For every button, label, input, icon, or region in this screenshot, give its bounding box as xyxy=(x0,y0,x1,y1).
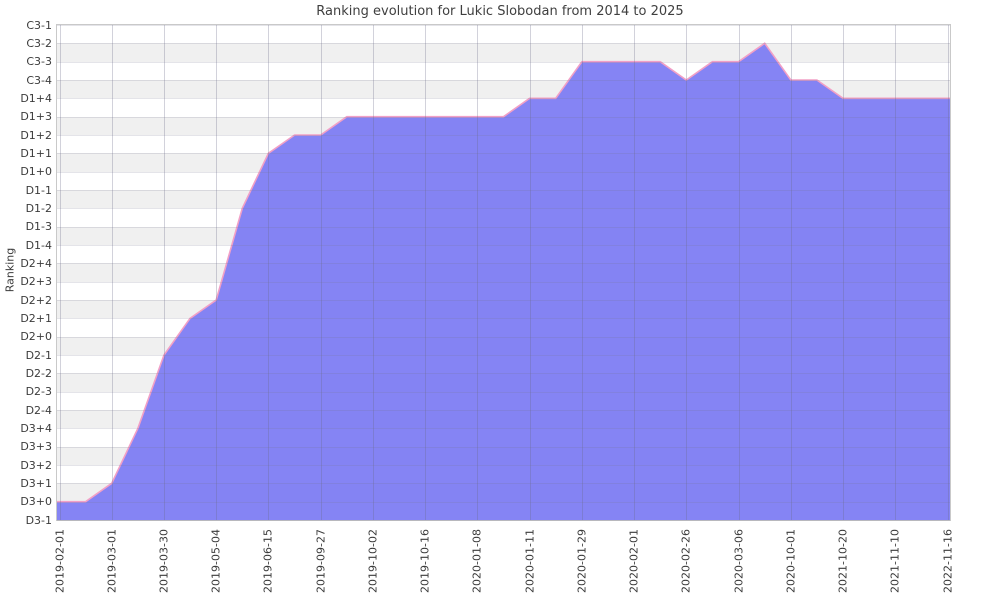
h-gridline xyxy=(57,391,950,393)
y-tick-label: D1-1 xyxy=(25,183,52,197)
h-gridline xyxy=(57,116,950,118)
v-gridline xyxy=(529,25,531,520)
h-gridline xyxy=(57,446,950,448)
y-tick-label: D1+0 xyxy=(20,165,52,179)
y-tick-label: D3-1 xyxy=(25,513,52,527)
x-tick-label: 2019-06-15 xyxy=(261,529,275,593)
x-tick-label: 2020-01-08 xyxy=(470,529,484,593)
y-tick-label: C3-3 xyxy=(26,55,52,69)
h-gridline xyxy=(57,318,950,320)
h-gridline xyxy=(57,171,950,173)
h-gridline xyxy=(57,373,950,375)
v-gridline xyxy=(581,25,583,520)
v-gridline xyxy=(686,25,688,520)
h-gridline xyxy=(57,336,950,338)
y-tick-label: D1+4 xyxy=(20,91,52,105)
y-tick-label: D2+0 xyxy=(20,330,52,344)
y-tick-label: D3+1 xyxy=(20,476,52,490)
h-gridline xyxy=(57,410,950,411)
y-tick-label: C3-1 xyxy=(26,18,52,32)
y-tick-label: D2-2 xyxy=(25,366,52,380)
y-tick-label: D2-4 xyxy=(25,403,52,417)
area-fill xyxy=(57,43,950,520)
plot-area xyxy=(56,24,951,521)
y-tick-label: D3+3 xyxy=(20,440,52,454)
x-tick-label: 2020-02-26 xyxy=(679,529,693,593)
h-gridline xyxy=(57,428,950,430)
x-tick-label: 2022-11-16 xyxy=(941,529,954,593)
h-gridline xyxy=(57,80,950,81)
h-gridline xyxy=(57,25,950,26)
x-tick-label: 2019-10-16 xyxy=(418,529,432,593)
y-tick-label: D2+2 xyxy=(20,293,52,307)
x-tick-label: 2020-10-01 xyxy=(784,529,798,593)
v-gridline xyxy=(790,25,792,520)
v-gridline xyxy=(372,25,374,520)
h-gridline xyxy=(57,61,950,63)
h-gridline xyxy=(57,226,950,228)
h-gridline xyxy=(57,153,950,155)
v-gridline xyxy=(425,25,427,520)
y-tick-label: D1+3 xyxy=(20,110,52,124)
area-series xyxy=(57,42,950,520)
x-tick-label: 2020-01-11 xyxy=(523,529,537,593)
h-gridline xyxy=(57,135,950,136)
y-tick-label: C3-2 xyxy=(26,36,52,50)
v-gridline xyxy=(320,25,322,520)
y-tick-label: D1+1 xyxy=(20,146,52,160)
v-gridline xyxy=(895,25,897,520)
h-gridline xyxy=(57,43,950,45)
x-tick-label: 2019-10-02 xyxy=(366,529,380,593)
x-tick-label: 2020-02-01 xyxy=(627,529,641,593)
y-tick-label: D1+2 xyxy=(20,128,52,142)
h-gridline xyxy=(57,98,950,100)
v-gridline xyxy=(268,25,270,520)
v-gridline xyxy=(843,25,845,520)
y-tick-label: D2-1 xyxy=(25,348,52,362)
y-tick-label: D3+2 xyxy=(20,458,52,472)
y-tick-label: C3-4 xyxy=(26,73,52,87)
x-tick-label: 2019-05-04 xyxy=(209,529,223,593)
v-gridline xyxy=(477,25,479,520)
v-gridline xyxy=(111,25,113,520)
y-tick-label: D2+4 xyxy=(20,256,52,270)
v-gridline xyxy=(59,25,61,520)
h-gridline xyxy=(57,190,950,191)
x-tick-label: 2019-03-30 xyxy=(157,529,171,593)
v-gridline xyxy=(947,25,949,520)
h-gridline xyxy=(57,355,950,356)
y-tick-label: D1-3 xyxy=(25,220,52,234)
y-tick-label: D3+4 xyxy=(20,421,52,435)
v-gridline xyxy=(634,25,636,520)
y-tick-label: D2+3 xyxy=(20,275,52,289)
h-gridline xyxy=(57,483,950,485)
y-tick-label: D1-4 xyxy=(25,238,52,252)
x-tick-label: 2020-01-29 xyxy=(575,529,589,593)
row-band xyxy=(57,43,950,62)
v-gridline xyxy=(163,25,165,520)
h-gridline xyxy=(57,263,950,265)
area-line xyxy=(57,42,950,503)
v-gridline xyxy=(216,25,218,520)
x-tick-label: 2020-03-06 xyxy=(732,529,746,593)
x-tick-label: 2019-02-01 xyxy=(53,529,66,593)
h-gridline xyxy=(57,520,950,521)
v-gridline xyxy=(738,25,740,520)
x-tick-label: 2021-11-10 xyxy=(888,529,902,593)
h-gridline xyxy=(57,465,950,466)
x-tick-label: 2019-09-27 xyxy=(314,529,328,593)
y-tick-label: D2-3 xyxy=(25,385,52,399)
x-tick-label: 2019-03-01 xyxy=(105,529,119,593)
h-gridline xyxy=(57,501,950,503)
y-tick-label: D2+1 xyxy=(20,311,52,325)
h-gridline xyxy=(57,208,950,210)
h-gridline xyxy=(57,245,950,246)
y-tick-label: D1-2 xyxy=(25,201,52,215)
x-tick-label: 2021-10-20 xyxy=(836,529,850,593)
chart-title: Ranking evolution for Lukic Slobodan fro… xyxy=(316,4,684,19)
h-gridline xyxy=(57,281,950,283)
h-gridline xyxy=(57,300,950,301)
y-tick-label: D3+0 xyxy=(20,495,52,509)
